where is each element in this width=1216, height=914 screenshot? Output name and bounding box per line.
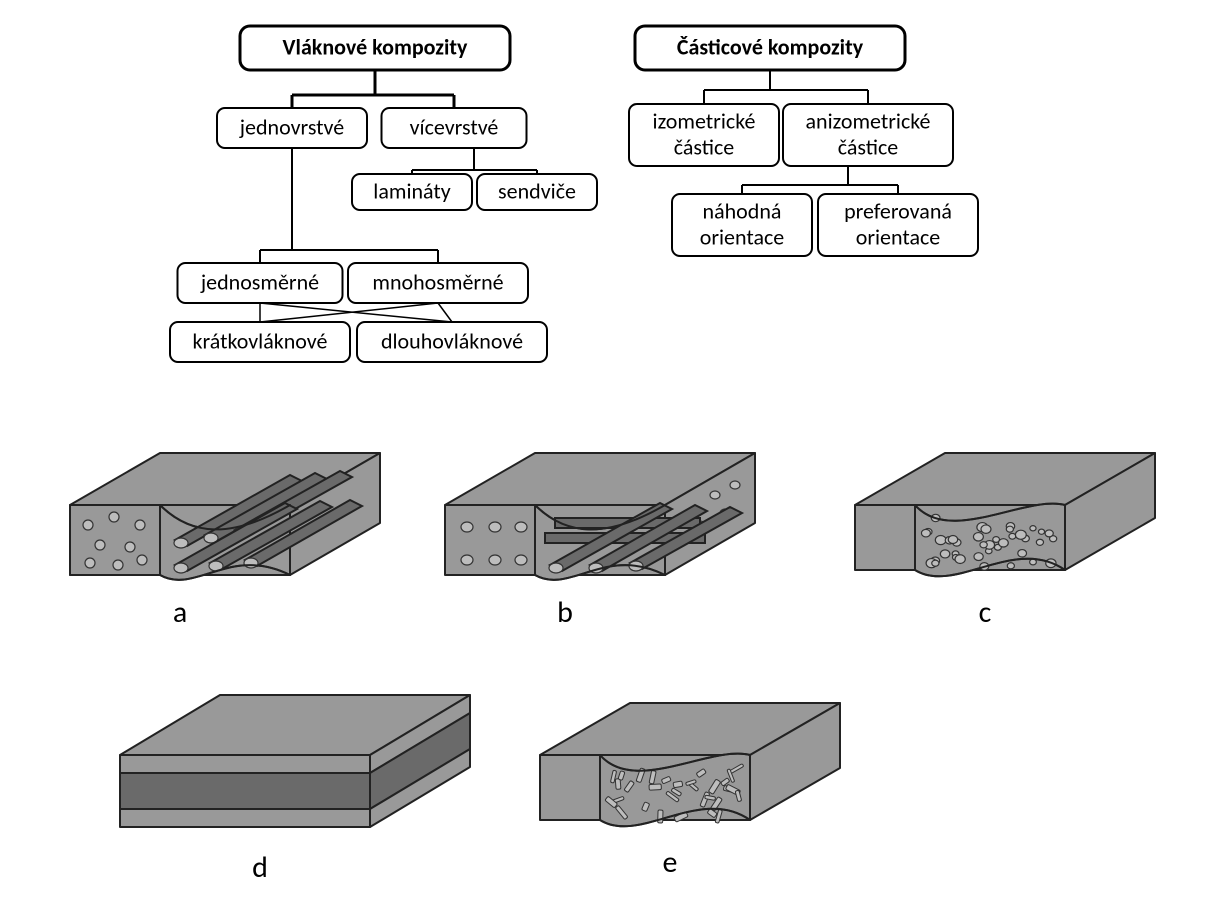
svg-text:náhodná: náhodná bbox=[703, 197, 782, 224]
illustration-b: b bbox=[445, 453, 755, 631]
svg-text:orientace: orientace bbox=[700, 223, 785, 250]
svg-text:částice: částice bbox=[674, 133, 735, 160]
tree-node: jednovrstvé bbox=[217, 108, 367, 148]
tree-node: Vláknové kompozity bbox=[240, 26, 510, 70]
illustrations: a bbox=[70, 453, 1155, 886]
illustration-e: e bbox=[540, 703, 840, 881]
label-e: e bbox=[663, 844, 678, 881]
tree-node: mnohosměrné bbox=[348, 263, 528, 303]
svg-text:Částicové kompozity: Částicové kompozity bbox=[677, 33, 864, 60]
illustration-c: c bbox=[855, 453, 1155, 631]
label-c: c bbox=[979, 594, 992, 631]
svg-text:izometrické: izometrické bbox=[653, 107, 756, 134]
svg-text:anizometrické: anizometrické bbox=[806, 107, 931, 134]
svg-text:částice: částice bbox=[838, 133, 899, 160]
svg-text:vícevrstvé: vícevrstvé bbox=[410, 113, 499, 140]
svg-text:orientace: orientace bbox=[856, 223, 941, 250]
svg-text:preferovaná: preferovaná bbox=[844, 197, 952, 224]
classification-tree: Vláknové kompozity Částicové kompozity jed… bbox=[170, 26, 978, 362]
tree-node: preferovanáorientace bbox=[818, 194, 978, 256]
tree-node: vícevrstvé bbox=[382, 108, 527, 148]
svg-text:krátkovláknové: krátkovláknové bbox=[193, 327, 328, 354]
label-d: d bbox=[252, 849, 268, 886]
svg-text:jednosměrné: jednosměrné bbox=[200, 268, 319, 295]
illustration-a: a bbox=[70, 453, 380, 631]
tree-node: anizometrickéčástice bbox=[783, 104, 953, 166]
svg-text:Vláknové kompozity: Vláknové kompozity bbox=[283, 33, 468, 60]
tree-node: izometrickéčástice bbox=[629, 104, 779, 166]
label-b: b bbox=[557, 594, 573, 631]
svg-text:mnohosměrné: mnohosměrné bbox=[372, 268, 503, 295]
svg-text:dlouhovláknové: dlouhovláknové bbox=[381, 327, 523, 354]
tree-node: sendviče bbox=[477, 174, 597, 210]
tree-node: náhodnáorientace bbox=[672, 194, 812, 256]
svg-text:jednovrstvé: jednovrstvé bbox=[239, 113, 345, 140]
tree-node: jednosměrné bbox=[178, 263, 343, 303]
diagram-canvas: Vláknové kompozity Částicové kompozity jed… bbox=[0, 0, 1216, 914]
tree-node: dlouhovláknové bbox=[357, 322, 547, 362]
svg-text:sendviče: sendviče bbox=[498, 177, 576, 204]
tree-node: Částicové kompozity bbox=[635, 26, 905, 70]
label-a: a bbox=[173, 594, 187, 631]
svg-text:lamináty: lamináty bbox=[373, 177, 450, 204]
illustration-d: d bbox=[120, 695, 470, 886]
tree-node: krátkovláknové bbox=[170, 322, 350, 362]
tree-node: lamináty bbox=[352, 174, 472, 210]
